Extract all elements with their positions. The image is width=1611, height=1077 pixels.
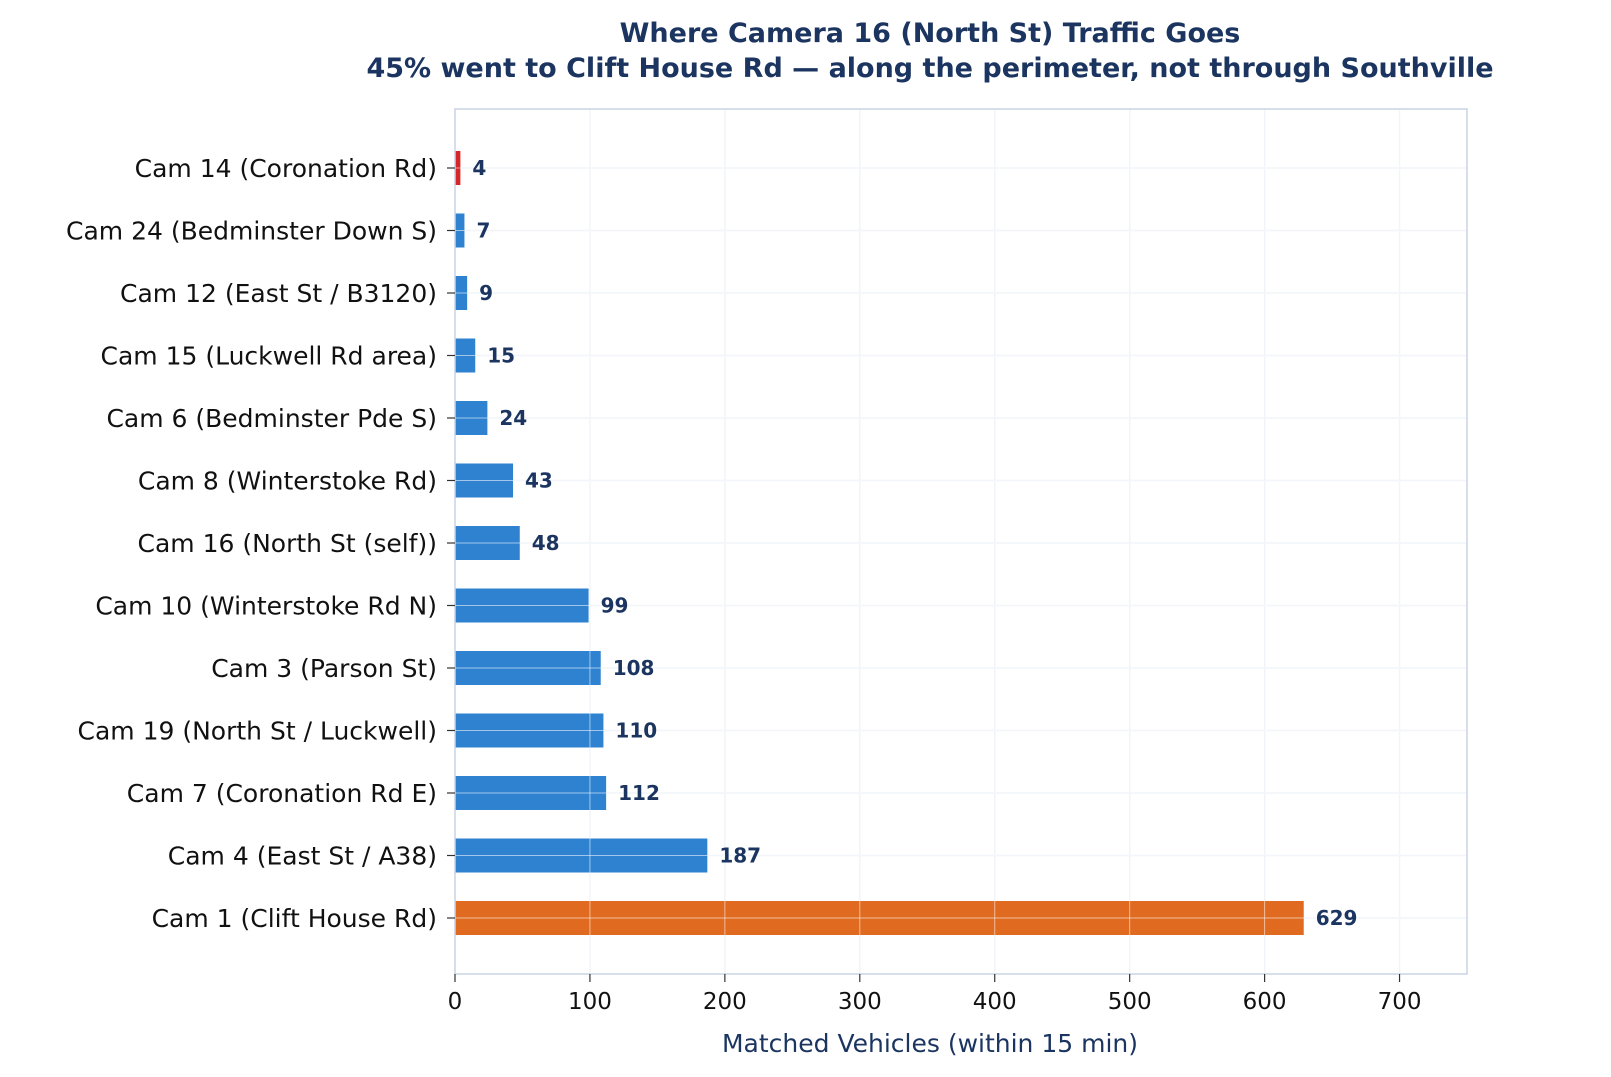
data-label: 108 xyxy=(613,656,655,680)
y-tick-label: Cam 7 (Coronation Rd E) xyxy=(127,779,437,808)
x-axis-label: Matched Vehicles (within 15 min) xyxy=(722,1029,1138,1058)
y-tick-label: Cam 3 (Parson St) xyxy=(211,654,437,683)
x-tick-label: 500 xyxy=(1108,989,1152,1015)
x-tick-label: 600 xyxy=(1243,989,1287,1015)
y-tick-label: Cam 6 (Bedminster Pde S) xyxy=(106,404,437,433)
x-ticks: 0 100 200 300 400 500 600 700 xyxy=(448,974,1422,1015)
data-label: 187 xyxy=(719,844,761,868)
y-tick-label: Cam 16 (North St (self)) xyxy=(138,529,438,558)
y-tick-label: Cam 15 (Luckwell Rd area) xyxy=(101,342,438,371)
data-label: 24 xyxy=(499,406,527,430)
x-tick-label: 400 xyxy=(973,989,1017,1015)
data-label: 110 xyxy=(615,719,657,743)
data-label: 112 xyxy=(618,781,660,805)
grid-overlay xyxy=(454,109,1467,974)
y-ticks: Cam 14 (Coronation Rd) Cam 24 (Bedminster… xyxy=(66,154,455,933)
data-labels: 4 7 9 15 24 43 48 99 108 110 112 187 629 xyxy=(472,156,1357,930)
x-tick-label: 200 xyxy=(703,989,747,1015)
plot-frame xyxy=(454,108,1468,975)
data-label: 15 xyxy=(487,344,515,368)
x-tick-label: 300 xyxy=(838,989,882,1015)
y-tick-label: Cam 8 (Winterstoke Rd) xyxy=(138,467,437,496)
x-tick-label: 100 xyxy=(568,989,612,1015)
y-tick-label: Cam 12 (East St / B3120) xyxy=(120,279,437,308)
y-tick-label: Cam 14 (Coronation Rd) xyxy=(135,154,437,183)
y-tick-label: Cam 24 (Bedminster Down S) xyxy=(66,217,437,246)
data-label: 629 xyxy=(1316,906,1358,930)
chart-subtitle: 45% went to Clift House Rd — along the p… xyxy=(366,53,1493,84)
y-tick-label: Cam 1 (Clift House Rd) xyxy=(152,904,437,933)
data-label: 7 xyxy=(476,219,490,243)
data-label: 48 xyxy=(532,531,560,555)
y-tick-label: Cam 10 (Winterstoke Rd N) xyxy=(95,592,437,621)
data-label: 43 xyxy=(525,469,553,493)
data-label: 4 xyxy=(472,156,486,180)
data-label: 99 xyxy=(601,594,629,618)
data-label: 9 xyxy=(479,281,493,305)
y-tick-label: Cam 19 (North St / Luckwell) xyxy=(78,717,437,746)
x-tick-label: 700 xyxy=(1378,989,1422,1015)
x-tick-label: 0 xyxy=(448,989,463,1015)
chart-title: Where Camera 16 (North St) Traffic Goes xyxy=(620,18,1241,49)
y-tick-label: Cam 4 (East St / A38) xyxy=(168,842,437,871)
